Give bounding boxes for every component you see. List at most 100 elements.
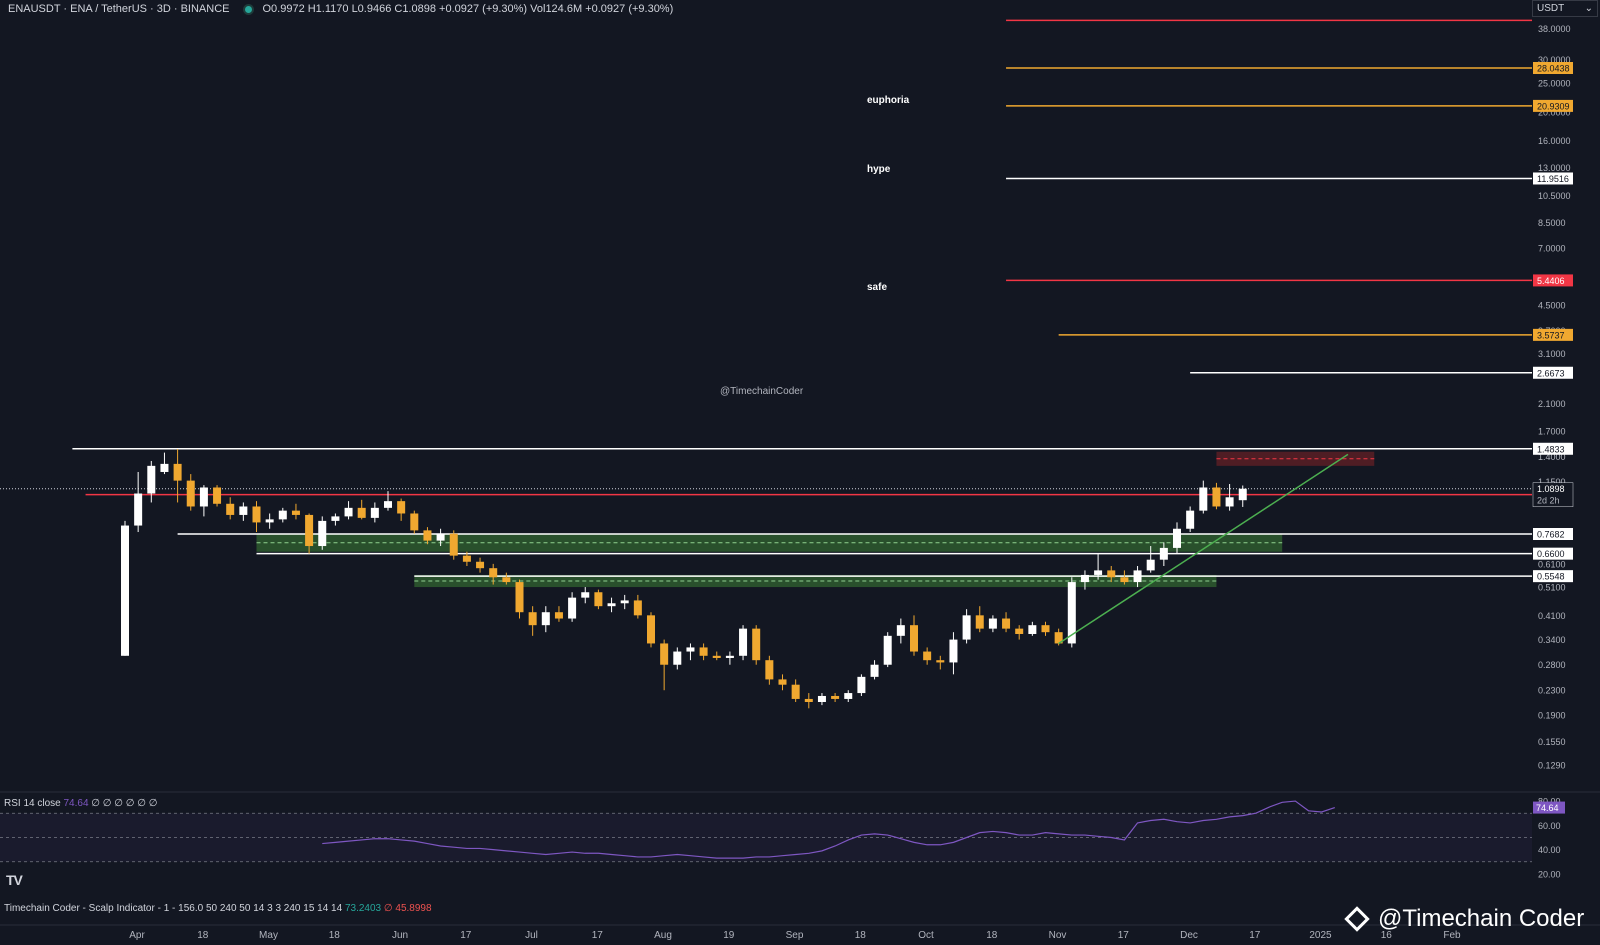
level-label-5: 3.5737 [1537,330,1565,340]
candle-48 [752,628,761,661]
brand-text: @Timechain Coder [1378,905,1585,932]
time-tick-19: 16 [1381,930,1393,941]
level-label-1-bg [1533,61,1573,74]
indicator-header[interactable]: Timechain Coder - Scalp Indicator - 1 - … [4,903,432,914]
time-tick-9: 19 [723,930,735,941]
candle-45 [712,655,721,658]
indicator-green-value: 73.2403 [344,903,382,914]
candle-5 [186,480,195,507]
price-tick-12: 2.1000 [1538,399,1566,409]
candle-78 [1146,559,1155,571]
price-axis-bg [1532,0,1600,780]
candle-26 [462,555,471,562]
candle-53 [817,695,826,702]
price-tick-7: 8.5000 [1538,218,1566,228]
candle-2 [147,465,156,494]
candle-36 [594,592,603,607]
levels-layer [0,19,1532,577]
candle-60 [910,625,918,652]
tradingview-logo-icon[interactable]: TV [6,872,23,888]
candle-62 [936,660,945,663]
level-label-6-bg [1533,366,1573,379]
trendline [1058,453,1349,645]
time-tick-10: Sep [786,930,804,941]
rsi-pane[interactable]: 80.00 60.00 40.00 20.00 74.64 [0,791,1600,879]
candle-4 [173,463,182,481]
last-price-label: 1.0898 [1537,484,1565,494]
time-axis[interactable]: Apr 18 May 18 Jun 17 Jul 17 Aug 19 Sep 18 Oct 18 Nov 17… [0,924,1600,941]
candle-15 [318,520,327,547]
price-tick-14: 1.4000 [1538,452,1566,462]
price-tick-19: 0.3400 [1538,635,1566,645]
price-tick-24: 0.1290 [1538,761,1566,771]
candle-16 [331,516,340,521]
candle-37 [607,603,616,607]
symbol-title[interactable]: ENAUSDT · ENA / TetherUS · 3D · BINANCE [8,3,230,15]
candle-67 [1002,618,1011,629]
chevron-down-icon: ⌄ [1584,3,1593,14]
price-tick-15: 1.1500 [1538,477,1566,487]
candle-68 [1015,628,1024,634]
rsi-tick-0: 80.00 [1538,797,1561,807]
candle-12 [278,510,287,520]
zones-layer [256,451,1375,588]
price-tick-2: 25.0000 [1538,78,1571,88]
rsi-label: RSI 14 close [4,798,61,809]
candle-55 [844,693,853,699]
candle-50 [778,679,787,685]
candle-3 [160,463,169,472]
candle-14 [305,514,314,547]
price-tick-21: 0.2300 [1538,686,1566,696]
time-tick-15: 17 [1118,930,1130,941]
level-label-3-bg [1533,172,1573,185]
time-tick-13: 18 [986,930,998,941]
rsi-value-bg [1533,801,1565,814]
time-tick-0: Apr [129,930,145,941]
level-label-10-bg [1533,547,1573,560]
candle-77 [1133,570,1142,583]
time-tick-12: Oct [918,930,934,941]
candle-30 [515,582,524,613]
candle-80 [1173,528,1181,548]
level-label-10: 0.6600 [1537,549,1565,559]
currency-selector[interactable]: USDT ⌄ [1532,0,1598,17]
indicator-label: Timechain Coder - Scalp Indicator - 1 - … [4,903,343,914]
candle-33 [554,612,563,619]
time-tick-8: Aug [654,930,672,941]
candle-27 [476,561,485,569]
candle-0 [121,525,129,656]
price-tick-16: 0.6100 [1538,559,1566,569]
brand-diamond-icon [1344,906,1370,932]
price-tick-18: 0.4100 [1538,611,1566,621]
candle-31 [528,612,537,626]
candle-32 [541,612,550,626]
candle-51 [791,684,800,699]
candle-10 [252,506,261,523]
price-tick-0: 38.0000 [1538,24,1571,34]
candle-22 [410,513,419,531]
ohlc-readout: O0.9972 H1.1170 L0.9466 C1.0898 +0.0927 … [262,3,674,15]
level-label-6: 2.6673 [1537,368,1565,378]
brand-watermark: @Timechain Coder [1344,905,1585,933]
price-axis[interactable]: 38.0000 30.0000 25.0000 20.0000 16.0000 13.00… [1532,0,1600,780]
label-hype: hype [867,164,891,175]
price-tick-11: 3.1000 [1538,349,1566,359]
rsi-band-fill [0,813,1532,862]
candle-61 [923,651,932,661]
rsi-value: 74.64 [63,798,89,809]
candle-25 [449,533,458,556]
candle-17 [344,507,353,517]
candle-76 [1120,577,1129,583]
candle-11 [265,519,274,523]
candle-54 [831,695,840,699]
level-label-5-bg [1533,328,1573,341]
time-tick-3: 18 [329,930,341,941]
time-tick-6: Jul [525,930,538,941]
candle-7 [213,487,222,504]
candle-57 [870,664,879,677]
rsi-header[interactable]: RSI 14 close 74.64 ∅ ∅ ∅ ∅ ∅ ∅ [4,798,157,809]
level-label-11-bg [1533,570,1573,583]
price-tick-8: 7.0000 [1538,243,1566,253]
time-tick-5: 17 [460,930,472,941]
